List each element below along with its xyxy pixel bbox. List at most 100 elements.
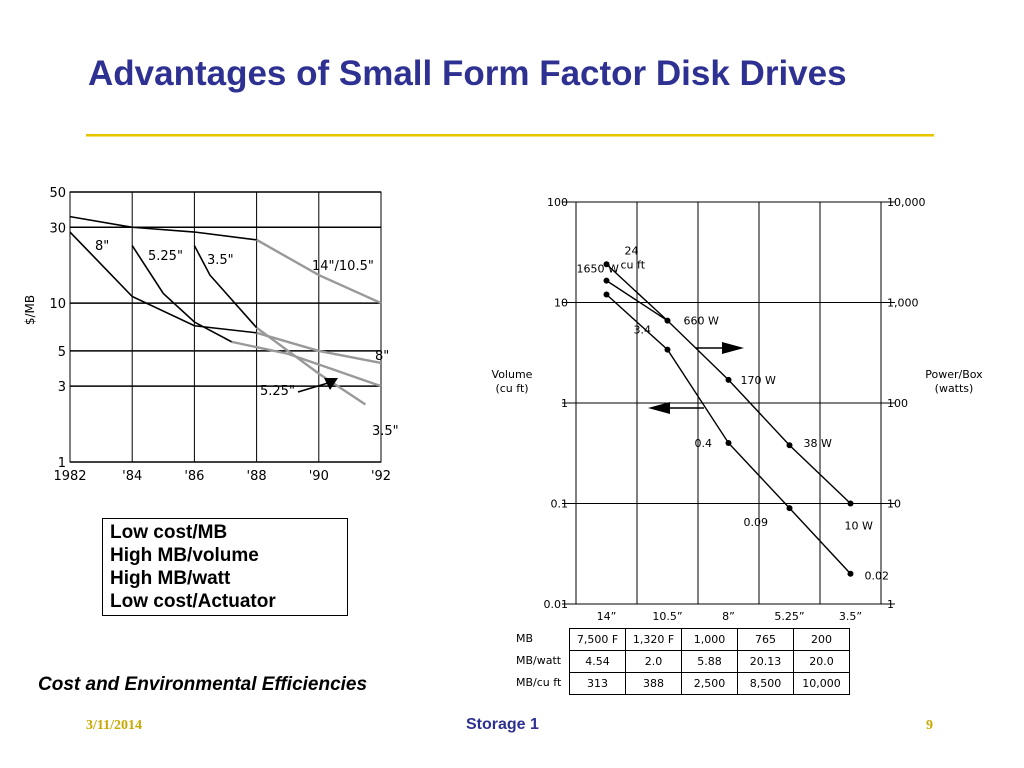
slide-title: Advantages of Small Form Factor Disk Dri…: [88, 54, 847, 93]
left-axis-title: Volume: [492, 368, 533, 381]
left-tick-label: 100: [547, 196, 568, 209]
x-tick-label: '92: [371, 469, 391, 484]
right-axis-title: (watts): [935, 382, 974, 395]
chart1-ylabel: $/MB: [23, 295, 37, 325]
cost-per-mb-chart: 1982 '84 '86 '88 '90 '92 1 3 5 10 30 50 14"/10.5" 8"…: [23, 186, 399, 484]
y-tick-label: 50: [49, 186, 66, 201]
table-cell: 1,320 F: [625, 628, 682, 651]
footer-date: 3/11/2014: [86, 718, 143, 733]
bullet-item: High MB/volume: [110, 545, 259, 566]
annotation-arrow-line: [297, 382, 329, 393]
bullet-item: High MB/watt: [110, 568, 231, 589]
power-point: [725, 376, 732, 383]
table-row: 7,500 F 1,320 F 1,000 765 200: [569, 628, 850, 651]
point-label: 0.09: [744, 516, 769, 529]
point-label: 38 W: [804, 437, 832, 450]
chart1-ticks: 1982 '84 '86 '88 '90 '92 1 3 5 10 30 50: [49, 186, 391, 484]
volume-point: [725, 439, 732, 446]
series-line: [131, 245, 233, 343]
category-label: 3.5”: [839, 610, 862, 623]
left-tick-label: 0.01: [544, 598, 569, 611]
chart2-lines: [603, 261, 854, 577]
x-tick-label: '84: [122, 469, 142, 484]
volume-point: [786, 505, 793, 512]
point-label: 10 W: [845, 520, 873, 533]
chart2-axis-titles: Volume(cu ft) Power/Box(watts): [492, 368, 984, 395]
series-annotation: 5.25": [260, 384, 295, 399]
point-label: 660 W: [684, 315, 719, 328]
x-tick-label: '86: [184, 469, 204, 484]
table-cell: 10,000: [793, 672, 850, 695]
y-tick-label: 3: [58, 380, 66, 395]
bullet-item: Low cost/MB: [110, 522, 228, 543]
table-row-labels: MB MB/watt MB/cu ft: [516, 628, 561, 694]
series-annotation: 8": [375, 349, 389, 364]
right-tick-label: 1,000: [887, 297, 919, 310]
table-cell: 2.0: [625, 650, 682, 673]
table-cell: 20.13: [737, 650, 794, 673]
advantages-list: Low cost/MB High MB/volume High MB/watt …: [102, 518, 348, 616]
power-line: [606, 280, 851, 505]
left-tick-label: 0.1: [551, 498, 569, 511]
axis-arrow-head: [722, 342, 744, 354]
left-axis-title: (cu ft): [495, 382, 528, 395]
category-label: 5.25”: [774, 610, 804, 623]
right-tick-label: 1: [887, 598, 894, 611]
table-cell: 20.0: [793, 650, 850, 673]
series-annotation: 8": [95, 239, 109, 254]
table-row: 313 388 2,500 8,500 10,000: [569, 672, 850, 695]
chart2-ticks: 100 10 1 0.1 0.01 10,000 1,000 100 10 1 14” 10.5” 8”…: [544, 196, 926, 623]
table-cell: 765: [737, 628, 794, 651]
series-line: [193, 245, 258, 329]
right-tick-label: 100: [887, 397, 908, 410]
y-tick-label: 10: [49, 297, 66, 312]
series-annotation: 3.5": [207, 253, 234, 268]
series-annotation: 5.25": [148, 249, 183, 264]
y-tick-label: 1: [58, 456, 66, 471]
category-label: 10.5”: [652, 610, 682, 623]
series-line: [256, 331, 382, 365]
left-tick-label: 10: [554, 297, 568, 310]
page-number: 9: [926, 718, 933, 733]
right-tick-label: 10,000: [887, 196, 926, 209]
power-point: [786, 442, 793, 449]
y-tick-label: 5: [58, 345, 66, 360]
point-label: 0.4: [695, 437, 713, 450]
point-label: 1650 W: [577, 263, 619, 276]
chart1-lines: [69, 215, 382, 406]
volume-point: [847, 570, 854, 577]
volume-point: [603, 261, 610, 268]
series-line: [256, 238, 382, 305]
power-point: [664, 317, 671, 324]
left-tick-label: 1: [561, 397, 568, 410]
right-axis-title: Power/Box: [925, 368, 983, 381]
table-cell: 8,500: [737, 672, 794, 695]
volume-line-segment: [606, 263, 668, 322]
table-cell: 200: [793, 628, 850, 651]
axis-arrow-head: [648, 402, 670, 414]
chart1-grid: [69, 191, 382, 463]
y-tick-label: 30: [49, 221, 66, 236]
series-annotation: 14"/10.5": [312, 259, 374, 274]
footer-title: Storage 1: [466, 716, 539, 733]
series-line: [69, 231, 257, 334]
table-cell: 2,500: [681, 672, 738, 695]
chart1-annotations: 14"/10.5" 8" 5.25" 3.5" 8" 5.25" 3.5": [95, 239, 399, 439]
point-label: 24: [625, 244, 639, 257]
series-annotation: 3.5": [372, 424, 399, 439]
table-row: 4.54 2.0 5.88 20.13 20.0: [569, 650, 850, 673]
annotation-arrow-head: [324, 378, 338, 390]
x-tick-label: '90: [309, 469, 329, 484]
figure-caption: Cost and Environmental Efficiencies: [38, 674, 368, 695]
table-cell: 1,000: [681, 628, 738, 651]
bullet-item: Low cost/Actuator: [110, 591, 276, 612]
point-label: cu ft: [621, 258, 646, 271]
table-cell: 5.88: [681, 650, 738, 673]
chart2-grid: [562, 201, 895, 605]
table-cell: 4.54: [569, 650, 626, 673]
category-label: 8”: [722, 610, 735, 623]
table-row-label: MB: [516, 632, 534, 645]
plot-frame: [69, 191, 382, 463]
volume-point: [603, 291, 610, 298]
